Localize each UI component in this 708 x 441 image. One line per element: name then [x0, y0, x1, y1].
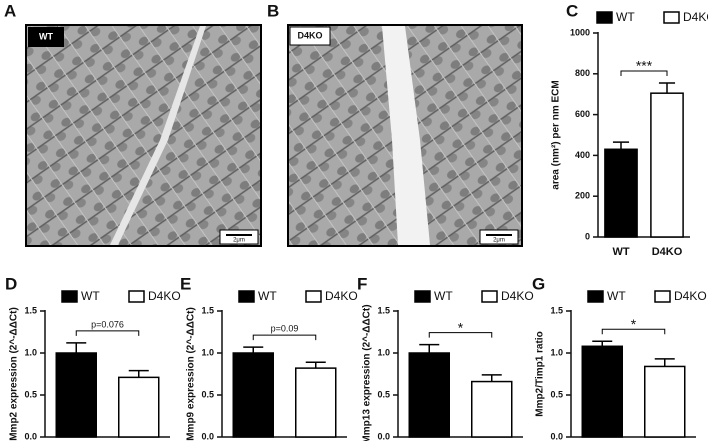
legend-label: D4KO	[501, 289, 534, 303]
bar	[650, 92, 684, 238]
y-axis-label: Mmp2/Timp1 ratio	[535, 331, 546, 416]
y-tick-label: 1.5	[377, 305, 390, 315]
significance-bracket	[428, 332, 493, 338]
y-tick-label: 800	[575, 68, 590, 78]
gap	[382, 26, 430, 245]
y-tick-label: 0.5	[24, 389, 37, 399]
y-tick-label: 1.5	[550, 305, 563, 315]
y-label-group: Mmp2/Timp1 ratio	[535, 331, 546, 416]
scale-box	[479, 229, 519, 245]
label-box	[28, 27, 64, 47]
y-tick-label: 200	[575, 191, 590, 201]
y-axis-label: Mmp9 expression (2^-ΔΔCt)	[186, 307, 197, 441]
bar	[604, 148, 638, 238]
x-tick-label: D4KO	[652, 246, 683, 258]
panel-letter: G	[532, 274, 545, 293]
legend-label: WT	[607, 289, 626, 303]
y-label-group: Mmp9 expression (2^-ΔΔCt)	[186, 307, 197, 441]
x-tick-label: WT	[612, 246, 629, 258]
y-label-group: area (nm²) per nm ECM	[551, 80, 562, 189]
y-tick-label: 0.0	[201, 431, 214, 441]
legend-swatch	[238, 290, 255, 303]
significance-bracket	[620, 70, 668, 76]
legend-label: D4KO	[148, 289, 181, 303]
scale-label: 2μm	[233, 238, 245, 244]
y-tick-label: 0.0	[377, 431, 390, 441]
annotation: p=0.076	[91, 319, 124, 329]
annotation: ***	[636, 58, 653, 74]
legend-label: D4KO	[325, 289, 358, 303]
y-axis-label: area (nm²) per nm ECM	[551, 80, 562, 189]
membrane	[110, 26, 206, 245]
y-tick-label: 1.5	[201, 305, 214, 315]
y-tick-label: 0.5	[201, 389, 214, 399]
y-tick-label: 1000	[570, 27, 590, 37]
y-label-group: Mmp13 expression (2^-ΔΔCt)	[362, 304, 373, 441]
bar	[471, 380, 513, 438]
bar	[295, 367, 337, 438]
y-tick-label: 400	[575, 150, 590, 160]
y-tick-label: 0.0	[24, 431, 37, 441]
annotation: p=0.09	[271, 323, 299, 333]
y-tick-label: 0.0	[550, 431, 563, 441]
legend-swatch	[305, 290, 322, 303]
panel-letter: C	[566, 1, 578, 20]
legend-swatch	[414, 290, 431, 303]
legend-swatch	[587, 290, 604, 303]
annotation: *	[458, 319, 464, 335]
y-tick-label: 1.0	[550, 347, 563, 357]
panel-letter: F	[357, 274, 367, 293]
image-label: WT	[39, 31, 53, 41]
bar	[581, 345, 623, 438]
significance-bracket	[75, 330, 140, 336]
scale-label: 2μm	[493, 238, 505, 244]
y-tick-label: 1.0	[24, 347, 37, 357]
panel-letter: E	[180, 274, 191, 293]
legend-swatch	[663, 11, 680, 24]
significance-bracket	[252, 334, 317, 341]
scale-box	[219, 229, 259, 245]
y-tick-label: 0	[585, 231, 590, 241]
y-tick-label: 1.0	[201, 347, 214, 357]
y-tick-label: 600	[575, 109, 590, 119]
y-axis-label: Mmp2 expression (2^-ΔΔCt)	[9, 307, 20, 441]
panel-letter: B	[267, 1, 279, 20]
legend-swatch	[596, 11, 613, 24]
bar	[408, 352, 450, 438]
y-axis-label: Mmp13 expression (2^-ΔΔCt)	[362, 304, 373, 441]
legend-swatch	[128, 290, 145, 303]
bar	[644, 365, 686, 438]
bar	[232, 352, 274, 438]
legend-label: WT	[616, 10, 635, 24]
legend-swatch	[654, 290, 671, 303]
y-tick-label: 0.5	[550, 389, 563, 399]
y-tick-label: 1.0	[377, 347, 390, 357]
legend-label: WT	[81, 289, 100, 303]
panel-letter: A	[4, 1, 16, 20]
micrograph	[25, 24, 262, 247]
label-box	[289, 26, 331, 46]
y-label-group: Mmp2 expression (2^-ΔΔCt)	[9, 307, 20, 441]
legend-label: WT	[258, 289, 277, 303]
legend-label: D4KO	[683, 10, 708, 24]
legend-swatch	[61, 290, 78, 303]
legend-label: WT	[434, 289, 453, 303]
y-tick-label: 1.5	[24, 305, 37, 315]
bar	[118, 376, 160, 438]
y-tick-label: 0.5	[377, 389, 390, 399]
bar	[55, 352, 97, 438]
legend-label: D4KO	[674, 289, 707, 303]
panel-letter: D	[5, 274, 17, 293]
legend-swatch	[481, 290, 498, 303]
image-label: D4KO	[297, 30, 322, 40]
significance-bracket	[601, 328, 666, 335]
annotation: *	[631, 316, 637, 332]
